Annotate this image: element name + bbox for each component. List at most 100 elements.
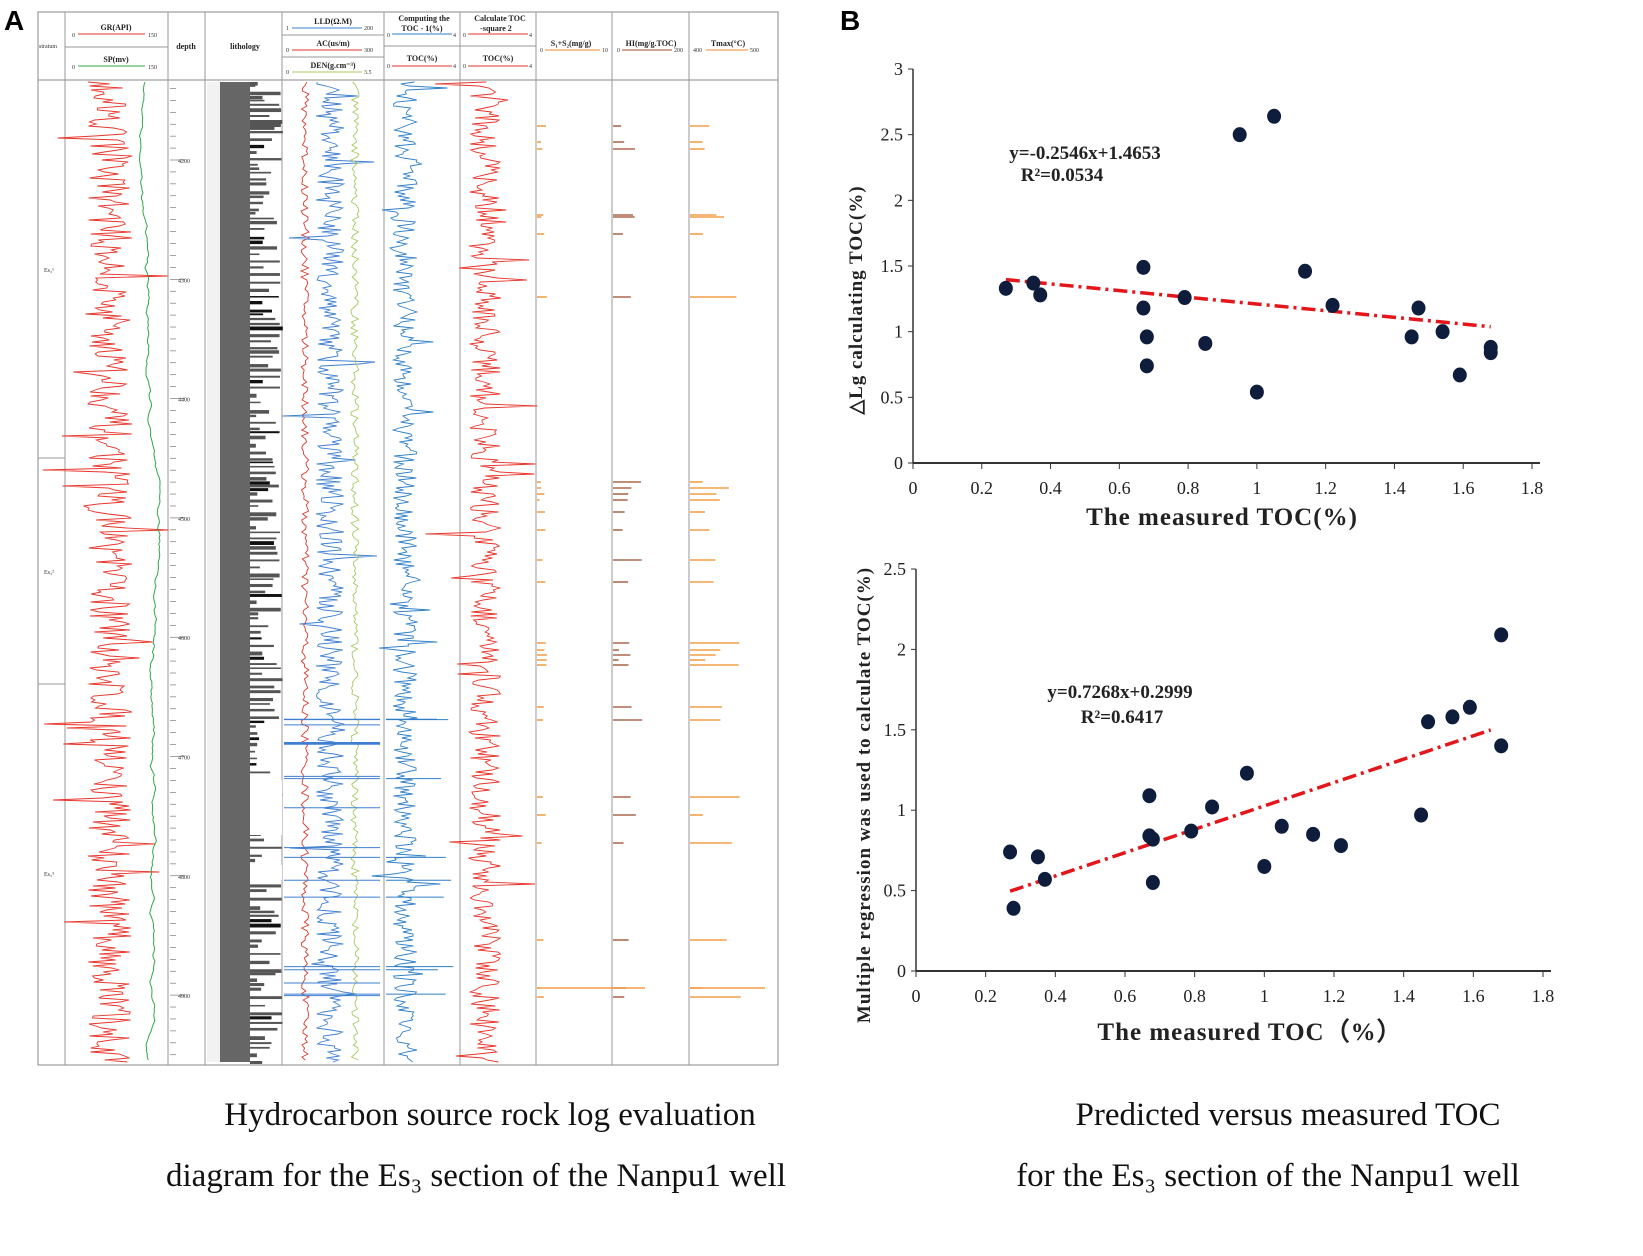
data-point bbox=[1177, 290, 1192, 306]
lithology-band bbox=[250, 858, 256, 863]
lithology-band bbox=[250, 644, 274, 648]
lithology-band bbox=[250, 983, 265, 987]
data-point bbox=[1494, 627, 1509, 643]
lithology-band bbox=[250, 82, 258, 86]
lithology-band bbox=[250, 484, 279, 488]
ac-curve bbox=[282, 81, 377, 1063]
depth-tick-label: 4700 bbox=[178, 756, 190, 762]
lithology-band bbox=[250, 296, 279, 298]
lithology-band bbox=[250, 1061, 263, 1064]
lithology-band bbox=[250, 355, 273, 358]
lithology-band bbox=[250, 171, 272, 174]
lithology-band bbox=[250, 393, 257, 398]
lithology-band bbox=[250, 236, 265, 240]
header-s1s2: S₁+S₂(mg/g) bbox=[551, 39, 592, 48]
x-tick-label: 0.2 bbox=[971, 478, 994, 498]
r-squared: R²=0.0534 bbox=[1021, 165, 1104, 186]
lithology-band bbox=[250, 227, 265, 230]
x-tick-label: 0.8 bbox=[1177, 478, 1200, 498]
y-tick-label: 2.5 bbox=[884, 559, 907, 579]
scatter-chart-multiple-regression: 0 0.2 0.4 0.6 0.8 1 1.2 1.4 1.6 1.8 0 0.5 1 1.5 2 2.5 y… bbox=[854, 559, 1554, 1046]
lithology-band bbox=[250, 1016, 272, 1020]
lithology-band bbox=[250, 443, 256, 448]
lld-scale-max: 200 bbox=[364, 26, 373, 32]
y-tick-label: 0 bbox=[894, 453, 903, 473]
lithology-band bbox=[250, 559, 280, 562]
lithology-band bbox=[250, 732, 258, 735]
data-point bbox=[1494, 738, 1509, 754]
lithology-marker-column bbox=[207, 82, 220, 1062]
lithology-base bbox=[220, 82, 250, 1062]
lithology-band bbox=[250, 451, 266, 455]
lithology-band bbox=[250, 630, 261, 634]
hi-scale-min: 0 bbox=[617, 48, 620, 54]
lithology-band bbox=[250, 551, 278, 555]
lithology-band bbox=[250, 663, 277, 666]
depth-axis: 4200 4300 4400 4500 4600 4700 4800 4900 bbox=[170, 88, 190, 1056]
x-tick-label: 1 bbox=[1260, 986, 1269, 1006]
header-toc1-line2: TOC - 1(%) bbox=[401, 24, 443, 33]
lithology-band bbox=[250, 368, 281, 372]
lithology-band bbox=[250, 656, 265, 660]
lithology-band bbox=[250, 594, 282, 597]
x-tick-label: 0.6 bbox=[1108, 478, 1131, 498]
header-sp: SP(mv) bbox=[103, 55, 129, 64]
lithology-band bbox=[250, 1042, 272, 1045]
lithology-gap bbox=[250, 780, 282, 835]
trendline bbox=[1005, 277, 1491, 329]
header-toc2-line2: -square 2 bbox=[480, 24, 512, 33]
lithology-band bbox=[250, 103, 280, 106]
toc1b-scale-min: 0 bbox=[387, 64, 390, 70]
lithology-band bbox=[250, 427, 260, 431]
lithology-band bbox=[250, 512, 277, 517]
lithology-band bbox=[250, 910, 275, 914]
data-point bbox=[1483, 345, 1498, 361]
log-curves bbox=[42, 81, 765, 1063]
y-tick-label: 1.5 bbox=[884, 720, 907, 740]
lithology-band bbox=[250, 144, 265, 149]
lithology-band bbox=[250, 492, 258, 496]
sp-scale-min: 0 bbox=[72, 65, 75, 71]
lithology-band bbox=[250, 301, 263, 305]
header-toc1-line1: Computing the bbox=[398, 14, 450, 23]
data-point bbox=[1006, 900, 1021, 916]
header-toc1-b: TOC(%) bbox=[407, 54, 438, 63]
gr-scale-min: 0 bbox=[72, 33, 75, 39]
stratum-label: Es₃¹ bbox=[44, 268, 54, 274]
data-point bbox=[1325, 297, 1340, 313]
data-point bbox=[1411, 300, 1426, 316]
lithology-band bbox=[250, 612, 259, 616]
lithology-band bbox=[250, 178, 267, 181]
x-tick-label: 0.2 bbox=[974, 986, 997, 1006]
lithology-band bbox=[250, 737, 260, 741]
lithology-band bbox=[250, 578, 274, 581]
lithology-band bbox=[250, 517, 268, 521]
data-point bbox=[1198, 335, 1213, 351]
lithology-band bbox=[250, 854, 262, 857]
header-den: DEN(g.cm⁻³) bbox=[310, 61, 355, 70]
lithology-band bbox=[250, 347, 278, 350]
lithology-band bbox=[250, 208, 259, 212]
data-point bbox=[1414, 807, 1429, 823]
lithology-band bbox=[250, 477, 267, 481]
y-tick-label: 3 bbox=[894, 59, 903, 79]
lithology-band bbox=[250, 340, 271, 343]
lithology-band bbox=[250, 1004, 266, 1007]
lithology-band bbox=[250, 987, 262, 991]
lithology-band bbox=[250, 217, 274, 220]
scatter-chart-delta-lg: 0 0.2 0.4 0.6 0.8 1 1.2 1.4 1.6 1.800.511.522.53 … bbox=[846, 59, 1543, 531]
lithology-band bbox=[250, 725, 256, 728]
lithology-band bbox=[250, 716, 279, 720]
data-point bbox=[998, 280, 1013, 296]
header-toc2-b: TOC(%) bbox=[483, 54, 514, 63]
data-point bbox=[1421, 714, 1436, 730]
stratum-label: Es₃² bbox=[44, 570, 54, 576]
lithology-band bbox=[250, 541, 274, 545]
lithology-band bbox=[250, 414, 257, 418]
lithology-band bbox=[250, 246, 278, 250]
lithology-band bbox=[250, 163, 258, 166]
lithology-band bbox=[250, 288, 270, 293]
lithology-band bbox=[250, 703, 270, 705]
trend-equation: y=0.7268x+0.2999 bbox=[1047, 682, 1192, 703]
header-depth: depth bbox=[176, 42, 196, 51]
